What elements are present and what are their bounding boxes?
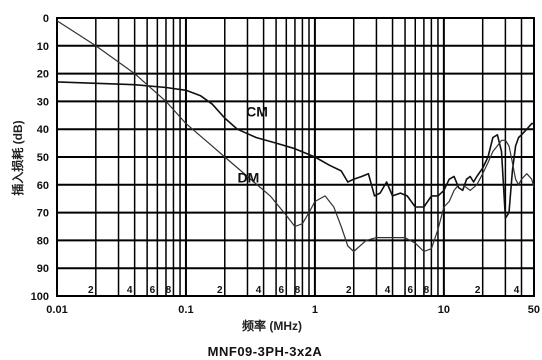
series-label-cm: CM xyxy=(246,104,268,120)
x-minor-tick-label: 2 xyxy=(346,285,352,296)
y-tick-labels: 0 10 20 30 40 50 60 70 80 90 100 xyxy=(31,13,49,303)
y-tick-label: 40 xyxy=(37,124,49,136)
x-minor-tick-label: 6 xyxy=(279,285,285,296)
series-label-dm: DM xyxy=(237,169,259,185)
y-tick-label: 60 xyxy=(37,180,49,192)
x-minor-tick-label: 8 xyxy=(424,285,430,296)
x-minor-tick-label: 8 xyxy=(166,285,172,296)
series-group xyxy=(56,20,535,253)
x-major-tick-label: 50 xyxy=(528,304,540,316)
y-tick-label: 30 xyxy=(37,96,49,108)
y-tick-label: 70 xyxy=(37,208,49,220)
chart-grid xyxy=(56,17,535,297)
x-major-tick-label: 1 xyxy=(312,304,318,316)
x-axis-title: 频率 (MHz) xyxy=(242,318,302,333)
x-minor-tick-label: 8 xyxy=(295,285,301,296)
x-minor-tick-label: 4 xyxy=(514,285,520,296)
y-tick-label: 100 xyxy=(31,291,49,303)
series-line-dm xyxy=(56,20,535,253)
y-tick-label: 90 xyxy=(37,263,49,275)
series-line-cm xyxy=(56,81,534,219)
x-minor-tick-label: 4 xyxy=(127,285,133,296)
series-labels: CM DM xyxy=(237,104,267,186)
x-minor-tick-label: 4 xyxy=(256,285,262,296)
x-minor-tick-label: 2 xyxy=(475,285,481,296)
x-minor-tick-label: 2 xyxy=(217,285,223,296)
x-minor-tick-label: 6 xyxy=(150,285,156,296)
x-minor-tick-label: 2 xyxy=(88,285,94,296)
y-tick-label: 50 xyxy=(37,152,49,164)
x-tick-labels: 0.01 0.1 1 10 50 xyxy=(46,304,540,316)
x-major-tick-label: 10 xyxy=(438,304,450,316)
y-tick-label: 10 xyxy=(37,41,49,53)
y-axis-title: 插入损耗 (dB) xyxy=(10,120,25,195)
chart-caption: MNF09-3PH-3x2A xyxy=(208,344,323,359)
y-tick-label: 20 xyxy=(37,69,49,81)
x-major-tick-label: 0.1 xyxy=(178,304,193,316)
x-minor-tick-label: 6 xyxy=(407,285,413,296)
x-minor-tick-label: 4 xyxy=(385,285,391,296)
y-tick-label: 80 xyxy=(37,235,49,247)
x-major-tick-label: 0.01 xyxy=(46,304,67,316)
y-tick-label: 0 xyxy=(43,13,49,25)
